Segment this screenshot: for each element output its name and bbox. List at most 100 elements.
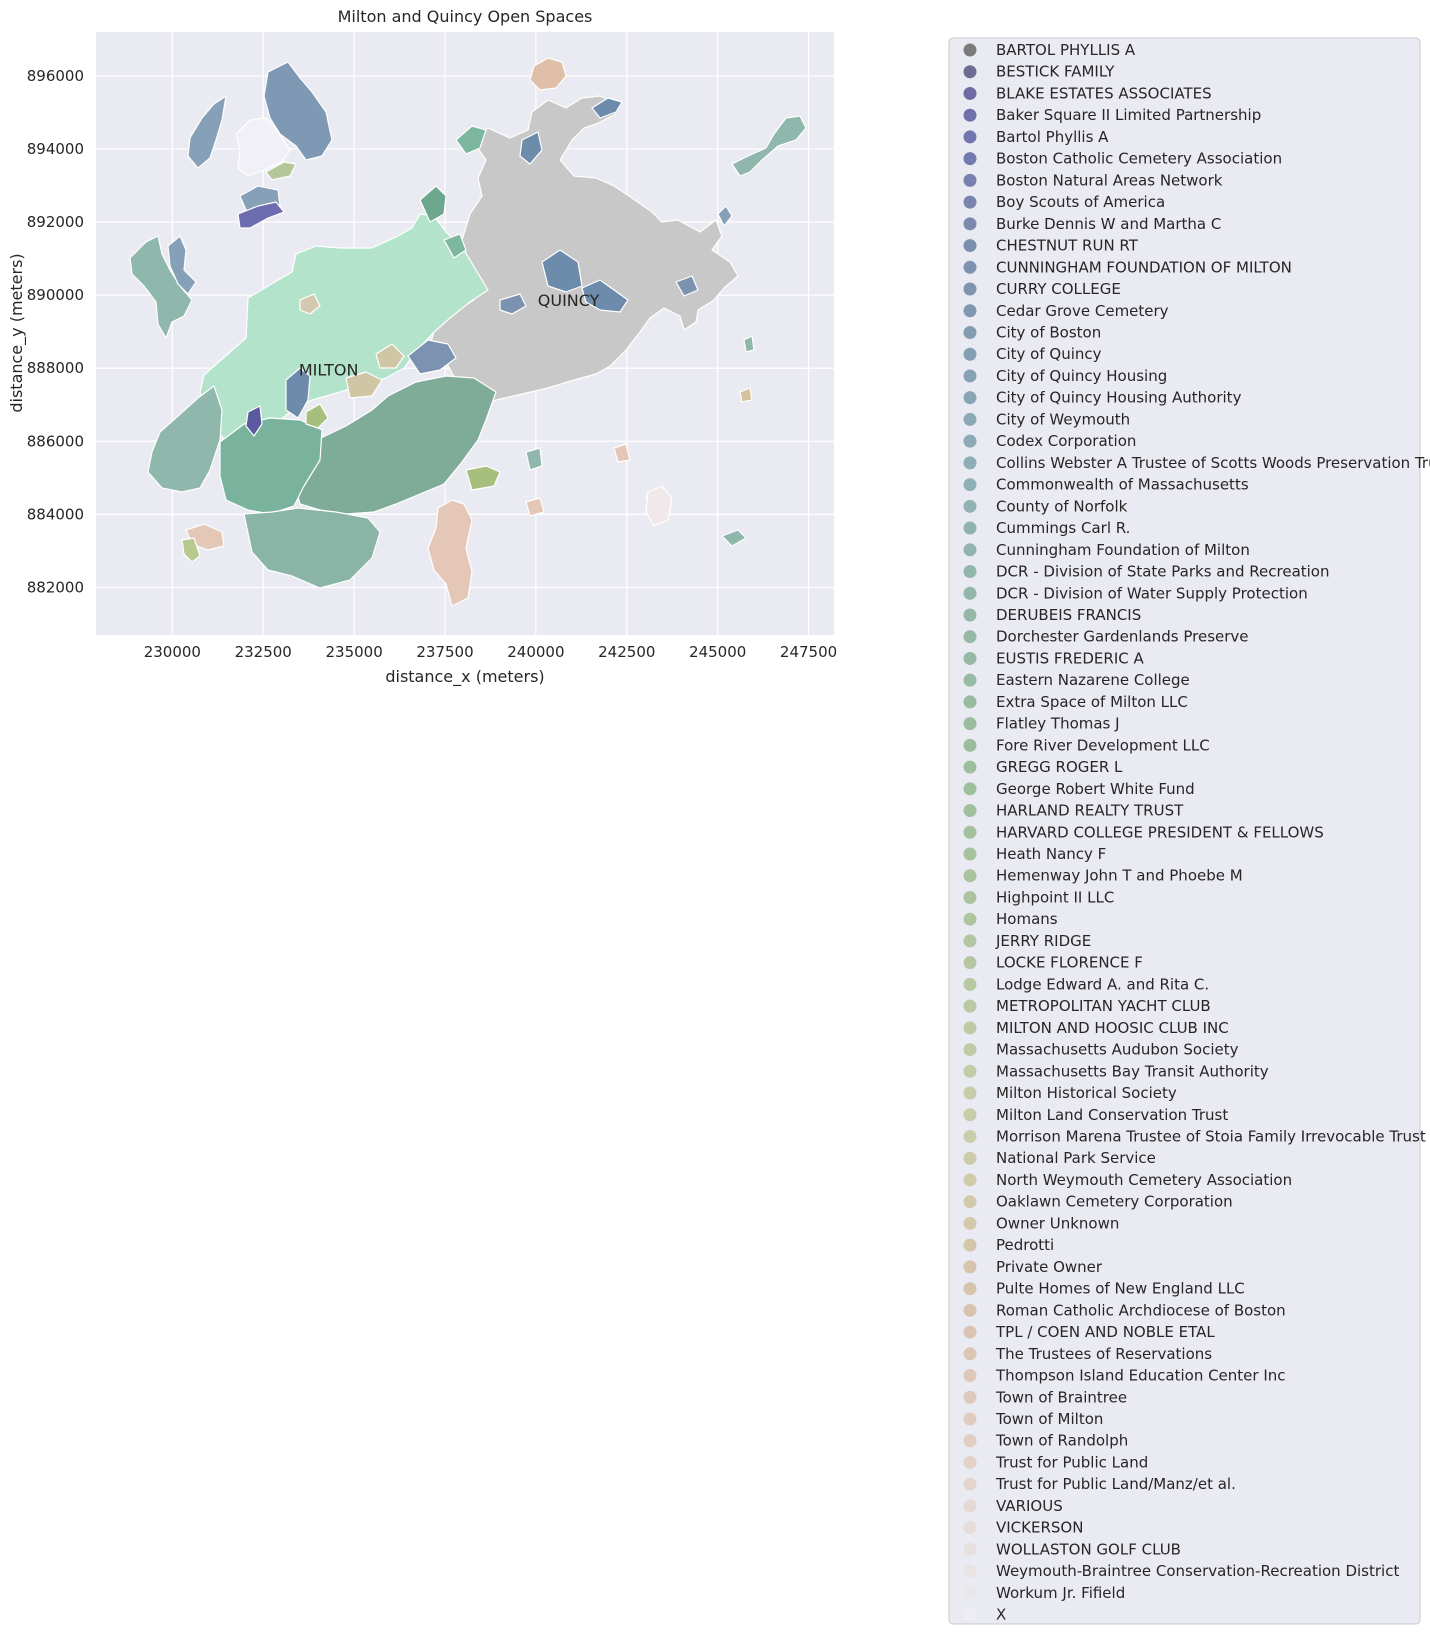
legend-item: Commonwealth of Massachusetts [963, 476, 1249, 494]
legend-label: TPL / COEN AND NOBLE ETAL [995, 1323, 1215, 1341]
legend-marker [963, 1043, 977, 1057]
legend-item: Trust for Public Land/Manz/et al. [963, 1475, 1236, 1493]
legend-marker [963, 1564, 977, 1578]
legend-marker [963, 239, 977, 253]
legend-marker [963, 130, 977, 144]
legend-item: Boy Scouts of America [963, 193, 1165, 211]
legend-label: Baker Square II Limited Partnership [996, 106, 1261, 124]
legend-label: County of Norfolk [996, 497, 1128, 515]
place-label-quincy: QUINCY [538, 291, 600, 310]
legend-label: City of Quincy Housing Authority [996, 389, 1242, 407]
legend-label: Homans [996, 910, 1058, 928]
legend-item: Heath Nancy F [963, 845, 1106, 863]
olive-parcel-south [181, 537, 201, 563]
legend-label: DCR - Division of State Parks and Recrea… [996, 563, 1330, 581]
legend-item: Bartol Phyllis A [963, 128, 1109, 146]
legend-label: City of Weymouth [996, 410, 1130, 428]
legend-item: Lodge Edward A. and Rita C. [963, 975, 1209, 993]
tan-parcel-center-north [375, 343, 405, 369]
legend-item: MILTON AND HOOSIC CLUB INC [963, 1019, 1229, 1037]
legend-label: CHESTNUT RUN RT [996, 237, 1139, 255]
legend-item: Workum Jr. Fifield [963, 1584, 1125, 1602]
legend-label: Massachusetts Bay Transit Authority [996, 1062, 1269, 1080]
blue-parcel-quincy-a [541, 249, 583, 293]
legend-marker [963, 1303, 977, 1317]
legend-marker [963, 999, 977, 1013]
place-label-milton: MILTON [299, 361, 359, 380]
legend-label: WOLLASTON GOLF CLUB [996, 1540, 1181, 1558]
legend-marker [963, 195, 977, 209]
y-tick-label: 892000 [27, 213, 84, 231]
y-axis-ticks: 882000 884000 886000 888000 890000 892000 8940… [27, 67, 84, 597]
legend-marker [963, 1151, 977, 1165]
blue-parcel-squantum [591, 97, 623, 119]
legend-label: HARVARD COLLEGE PRESIDENT & FELLOWS [996, 823, 1324, 841]
white-parcel-north [235, 117, 291, 177]
quincy-town-area [429, 95, 739, 421]
teal-parcel-northeast [731, 115, 807, 177]
legend-marker [963, 825, 977, 839]
legend-label: Pulte Homes of New England LLC [996, 1280, 1245, 1298]
legend-item: Town of Braintree [963, 1388, 1127, 1406]
blue-parcel-quincy-b [581, 279, 629, 313]
white-parcel-east [645, 485, 673, 527]
legend-label: Boston Catholic Cemetery Association [996, 150, 1282, 168]
legend-label: Town of Randolph [995, 1432, 1128, 1450]
x-tick-label: 230000 [144, 643, 201, 661]
peach-parcel-east-b [613, 443, 631, 463]
x-tick-label: 240000 [507, 643, 564, 661]
peach-parcel-south-a [427, 499, 473, 607]
legend-marker [963, 1390, 977, 1404]
legend-label: MILTON AND HOOSIC CLUB INC [996, 1019, 1229, 1037]
teal-parcel-east-a [525, 447, 543, 471]
legend-marker [963, 260, 977, 274]
legend-label: Eastern Nazarene College [996, 671, 1190, 689]
legend-item: CHESTNUT RUN RT [963, 237, 1139, 255]
legend-marker [963, 956, 977, 970]
legend-item: Oaklawn Cemetery Corporation [963, 1193, 1233, 1211]
legend-marker [963, 369, 977, 383]
legend-label: Private Owner [996, 1258, 1103, 1276]
purple-parcel-central [245, 405, 263, 437]
legend-item: Extra Space of Milton LLC [963, 693, 1188, 711]
x-axis-label: distance_x (meters) [385, 667, 544, 687]
legend-marker [963, 108, 977, 122]
legend-marker [963, 1282, 977, 1296]
legend-marker [963, 1586, 977, 1600]
legend-item: EUSTIS FREDERIC A [963, 649, 1144, 667]
legend-label: Burke Dennis W and Martha C [996, 215, 1221, 233]
legend-marker [963, 1369, 977, 1383]
legend-item: LOCKE FLORENCE F [963, 954, 1143, 972]
legend-item: JERRY RIDGE [963, 932, 1091, 950]
legend-item: VARIOUS [963, 1497, 1063, 1515]
legend-item: Baker Square II Limited Partnership [963, 106, 1261, 124]
legend-item: Flatley Thomas J [963, 715, 1120, 733]
legend-item: HARLAND REALTY TRUST [963, 802, 1184, 820]
legend-item: CUNNINGHAM FOUNDATION OF MILTON [963, 258, 1292, 276]
y-tick-label: 894000 [27, 140, 84, 158]
legend-marker [963, 651, 977, 665]
legend-item: METROPOLITAN YACHT CLUB [963, 997, 1211, 1015]
legend-marker [963, 1325, 977, 1339]
legend-item: Town of Randolph [963, 1432, 1128, 1450]
legend-label: Cunningham Foundation of Milton [996, 541, 1250, 559]
legend-marker [963, 1130, 977, 1143]
teal-parcel-east-c [743, 335, 755, 353]
legend-label: Extra Space of Milton LLC [996, 693, 1188, 711]
legend-item: Morrison Marena Trustee of Stoia Family … [963, 1128, 1426, 1146]
legend-label: Lodge Edward A. and Rita C. [996, 975, 1209, 993]
y-tick-label: 896000 [27, 67, 84, 85]
legend-marker [963, 1021, 977, 1035]
legend-marker [963, 217, 977, 231]
legend-item: Cedar Grove Cemetery [963, 302, 1169, 320]
legend-marker [963, 847, 977, 861]
legend-box [948, 37, 1421, 1625]
legend-marker [963, 456, 977, 470]
legend-label: Codex Corporation [996, 432, 1136, 450]
legend-marker [963, 478, 977, 492]
green-parcel-neponset [419, 185, 447, 223]
legend-marker [963, 869, 977, 883]
legend-label: Massachusetts Audubon Society [996, 1041, 1239, 1059]
legend: BARTOL PHYLLIS A BESTICK FAMILY BLAKE ESTA… [963, 41, 1430, 1624]
legend-label: DCR - Division of Water Supply Protectio… [996, 584, 1308, 602]
